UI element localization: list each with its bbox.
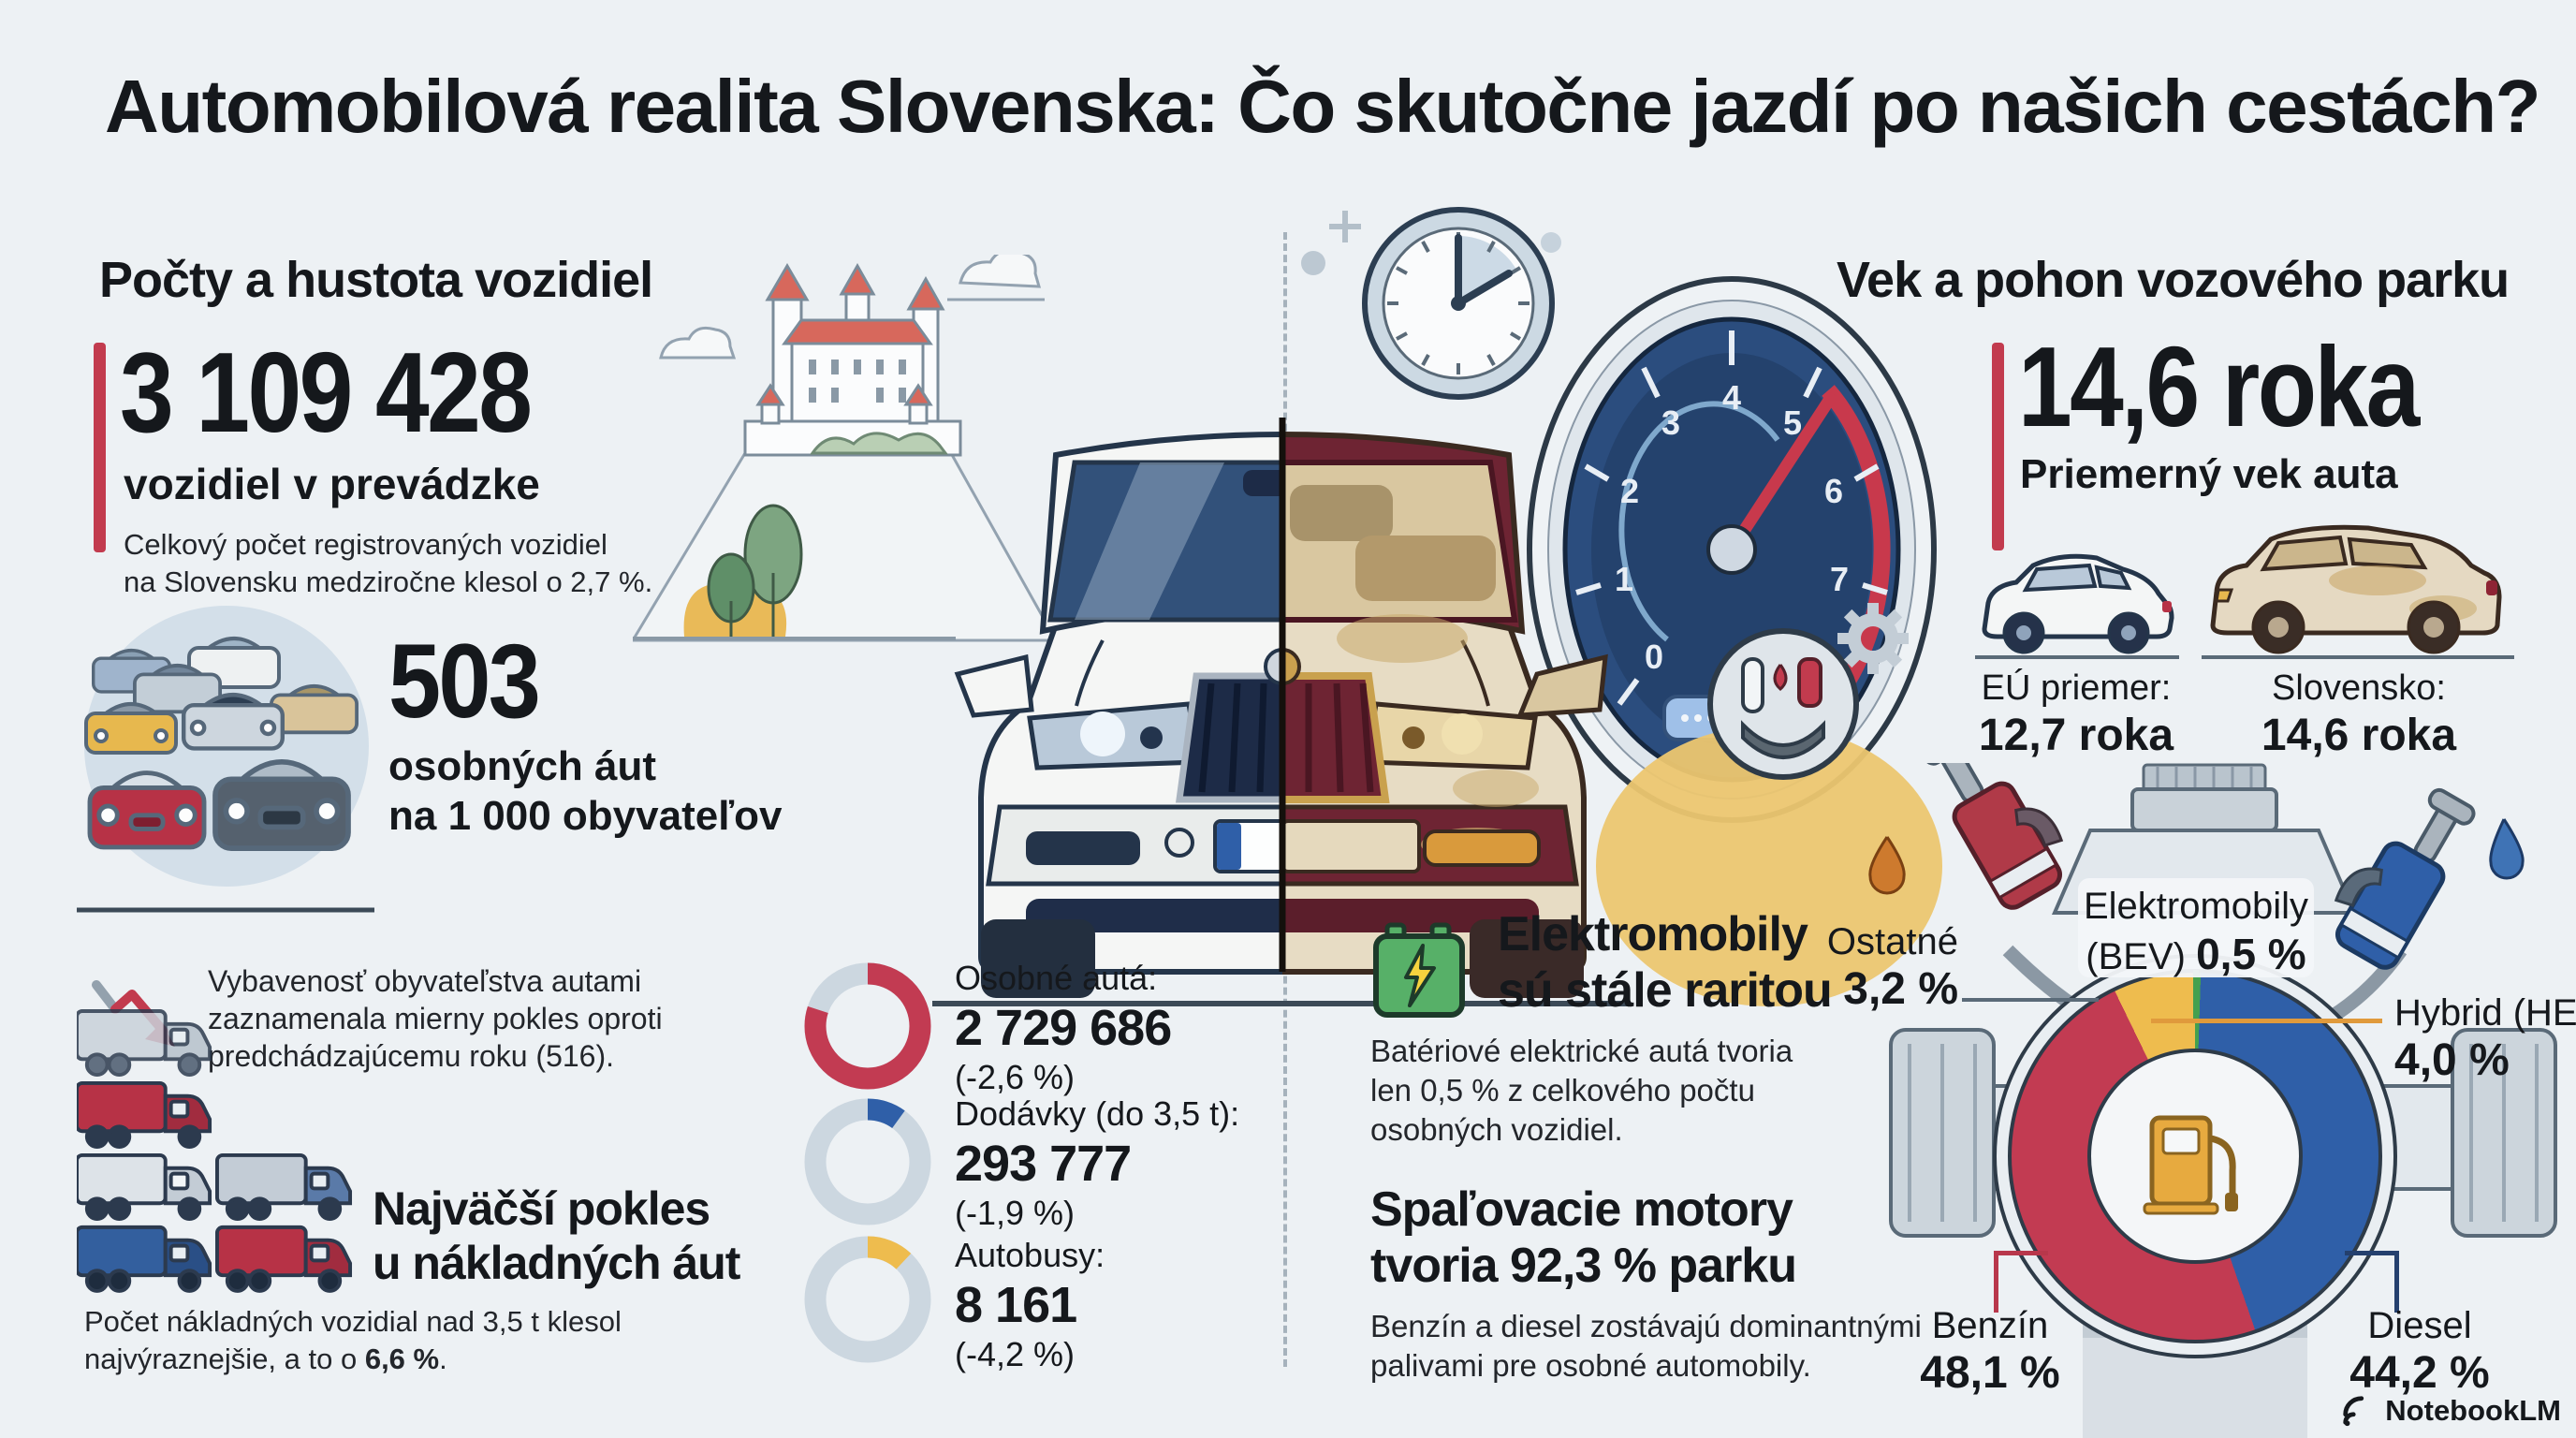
fuel-donut-hole [2087, 1049, 2303, 1264]
svg-text:3: 3 [1661, 404, 1680, 442]
trucks-heading: Najväčší pokles u nákladných áut [373, 1182, 740, 1289]
ostatne-label: Ostatné [1826, 921, 1958, 962]
page-title: Automobilová realita Slovenska: Čo skuto… [105, 65, 2540, 148]
slovakia-block: Slovensko: 14,6 roka [2237, 667, 2481, 762]
donut-vans-change: (-1,9 %) [955, 1194, 1076, 1232]
donut-buses-labels: Autobusy: 8 161 (-4,2 %) [955, 1234, 1105, 1376]
hybrid-label: Hybrid (HEV) [2394, 992, 2576, 1034]
bev-callout-line [2193, 970, 2199, 1019]
ice-heading: Spaľovacie motory tvoria 92,3 % parku [1370, 1182, 1797, 1293]
fuel-gauge-icon [1707, 628, 1859, 780]
diesel-value: 44,2 % [2349, 1348, 2490, 1398]
slovakia-car-illustration [2202, 524, 2514, 659]
svg-text:4: 4 [1722, 378, 1741, 417]
hybrid-callout: Hybrid (HEV) 4,0 % [2394, 990, 2576, 1086]
eu-average-value: 12,7 roka [1978, 711, 2174, 760]
benzin-value: 48,1 % [1920, 1348, 2060, 1398]
ev-battery-icon [1373, 922, 1465, 1018]
right-section-heading: Vek a pohon vozového parku [1837, 252, 2510, 308]
eu-average-block: EÚ priemer: 12,7 roka [1964, 667, 2188, 762]
ev-desc: Batériové elektrické autá tvoria len 0,5… [1370, 1034, 1793, 1147]
hybrid-value: 4,0 % [2394, 1035, 2510, 1085]
trucks-illustration [77, 1009, 353, 1293]
diesel-callout-line [2345, 1251, 2399, 1255]
benzin-callout: Benzín 48,1 % [1908, 1303, 2072, 1399]
clock-icon [1362, 207, 1555, 400]
hybrid-callout-line [2151, 1019, 2382, 1023]
ev-heading: Elektromobily sú stále raritou [1498, 907, 1833, 1018]
donut-vans-labels: Dodávky (do 3,5 t): 293 777 (-1,9 %) [955, 1093, 1239, 1235]
ostatne-callout-line [1962, 998, 2099, 1002]
svg-text:1: 1 [1615, 560, 1633, 598]
svg-text:6: 6 [1824, 472, 1843, 510]
benzin-callout-line [1994, 1251, 2048, 1255]
svg-text:5: 5 [1783, 404, 1802, 442]
plus-decoration-icon [1329, 211, 1361, 242]
donut-cars-change: (-2,6 %) [955, 1058, 1076, 1096]
cars-per-1000-desc: Vybavenosť obyvateľstva autami zaznamena… [208, 964, 663, 1073]
dot-decoration-icon [1301, 251, 1325, 275]
benzin-label: Benzín [1931, 1305, 2049, 1346]
watermark: NotebookLM [2340, 1393, 2561, 1429]
slovakia-label: Slovensko: [2272, 668, 2446, 708]
watermark-text: NotebookLM [2385, 1394, 2561, 1427]
svg-text:0: 0 [1645, 638, 1663, 676]
donut-cars-value: 2 729 686 [955, 1000, 1172, 1056]
donut-buses-label: Autobusy: [955, 1236, 1105, 1274]
split-car-illustration [932, 418, 1631, 1006]
donut-buses-change: (-4,2 %) [955, 1335, 1076, 1373]
cars-per-1000-label: osobných áut na 1 000 obyvateľov [388, 743, 783, 839]
oil-drop-icon [1868, 836, 1906, 895]
donut-cars-label: Osobné autá: [955, 959, 1158, 997]
donut-vans-label: Dodávky (do 3,5 t): [955, 1094, 1240, 1133]
bev-label-line1: Elektromobily [2083, 886, 2309, 927]
donut-chart-buses [804, 1236, 931, 1363]
diesel-callout-line [2394, 1251, 2399, 1313]
cars-per-1000-value: 503 [388, 623, 541, 740]
total-vehicles-value: 3 109 428 [120, 329, 533, 456]
ice-desc: Benzín a diesel zostávajú dominantnými p… [1370, 1309, 1922, 1383]
bev-value: 0,5 % [2196, 930, 2306, 978]
gear-icon [1837, 603, 1909, 674]
total-vehicles-desc: Celkový počet registrovaných vozidiel na… [124, 528, 653, 598]
donut-vans-value: 293 777 [955, 1136, 1132, 1192]
donut-chart-vans [804, 1098, 931, 1225]
left-section-heading: Počty a hustota vozidiel [99, 252, 653, 308]
trucks-desc-prefix: Počet nákladných vozidial nad 3,5 t kles… [84, 1305, 622, 1375]
svg-text:7: 7 [1830, 560, 1849, 598]
eu-average-label: EÚ priemer: [1981, 668, 2172, 708]
avg-age-value: 14,6 roka [2018, 323, 2420, 450]
benzin-callout-line [1994, 1251, 1998, 1313]
total-vehicles-label: vozidiel v prevádzke [124, 460, 540, 508]
fuel-pump-icon [2143, 1115, 2238, 1215]
bev-prefix: (BEV) [2086, 936, 2197, 977]
donut-cars-labels: Osobné autá: 2 729 686 (-2,6 %) [955, 957, 1172, 1099]
diesel-callout: Diesel 44,2 % [2333, 1303, 2507, 1399]
eu-average-car-illustration [1975, 553, 2179, 659]
bev-label-line2: (BEV) 0,5 % [2078, 929, 2314, 979]
diesel-label: Diesel [2367, 1305, 2472, 1346]
bratislava-castle-illustration [633, 255, 1056, 642]
avg-age-label: Priemerný vek auta [2020, 451, 2398, 497]
accent-bar [1992, 343, 2004, 550]
bev-callout: Elektromobily (BEV) 0,5 % [2078, 878, 2314, 979]
notebooklm-logo-icon [2343, 1396, 2364, 1427]
dot-decoration-icon [1541, 232, 1561, 253]
trucks-desc-suffix: . [439, 1343, 447, 1375]
fuel-donut-outer-ring [1993, 954, 2397, 1358]
slovakia-value: 14,6 roka [2261, 711, 2457, 760]
accent-bar [94, 343, 106, 552]
ostatne-callout: Ostatné 3,2 % [1797, 919, 1958, 1015]
trucks-desc-bold: 6,6 % [364, 1343, 440, 1375]
ostatne-value: 3,2 % [1843, 964, 1958, 1014]
donut-chart-cars [804, 962, 931, 1090]
donut-buses-value: 8 161 [955, 1277, 1077, 1333]
traffic-jam-illustration [77, 606, 374, 913]
trucks-desc: Počet nákladných vozidial nad 3,5 t kles… [84, 1303, 622, 1378]
svg-text:2: 2 [1620, 472, 1639, 510]
